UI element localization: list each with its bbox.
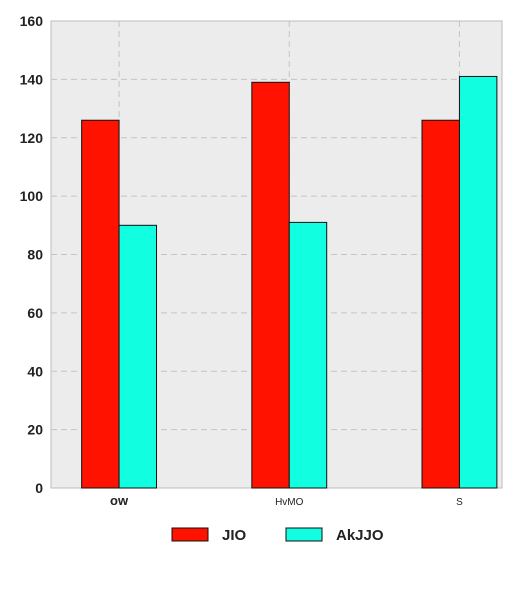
- legend-label: JIO: [222, 527, 247, 544]
- bar-JIO-HvMO: [251, 81, 290, 489]
- y-tick-label: 60: [27, 305, 43, 321]
- legend: JIO AkJJO: [171, 527, 384, 544]
- legend-swatch: [285, 527, 323, 542]
- bar-AkJJO-HvMO: [288, 221, 328, 489]
- legend-swatch: [171, 527, 209, 542]
- y-axis-ticks: 0 20 40 60 80 100 120 140 160: [20, 13, 44, 496]
- bar-AkJJO-S: [458, 75, 498, 489]
- x-axis-ticks: ow HvMO S: [110, 493, 463, 508]
- bar-JIO-ow: [81, 119, 120, 489]
- x-tick-label: ow: [110, 493, 129, 508]
- bar-JIO-S: [421, 119, 460, 489]
- y-tick-label: 160: [20, 13, 44, 29]
- y-tick-label: 0: [35, 480, 43, 496]
- x-tick-label: HvMO: [275, 497, 304, 508]
- legend-label: AkJJO: [336, 527, 384, 544]
- y-tick-label: 140: [20, 71, 44, 87]
- x-tick-label: S: [456, 497, 463, 508]
- y-tick-label: 20: [27, 422, 43, 438]
- y-tick-label: 40: [27, 363, 43, 379]
- y-tick-label: 100: [20, 188, 44, 204]
- y-tick-label: 80: [27, 247, 43, 263]
- bars: [81, 75, 498, 489]
- bar-AkJJO-ow: [118, 224, 158, 489]
- y-tick-label: 120: [20, 130, 44, 146]
